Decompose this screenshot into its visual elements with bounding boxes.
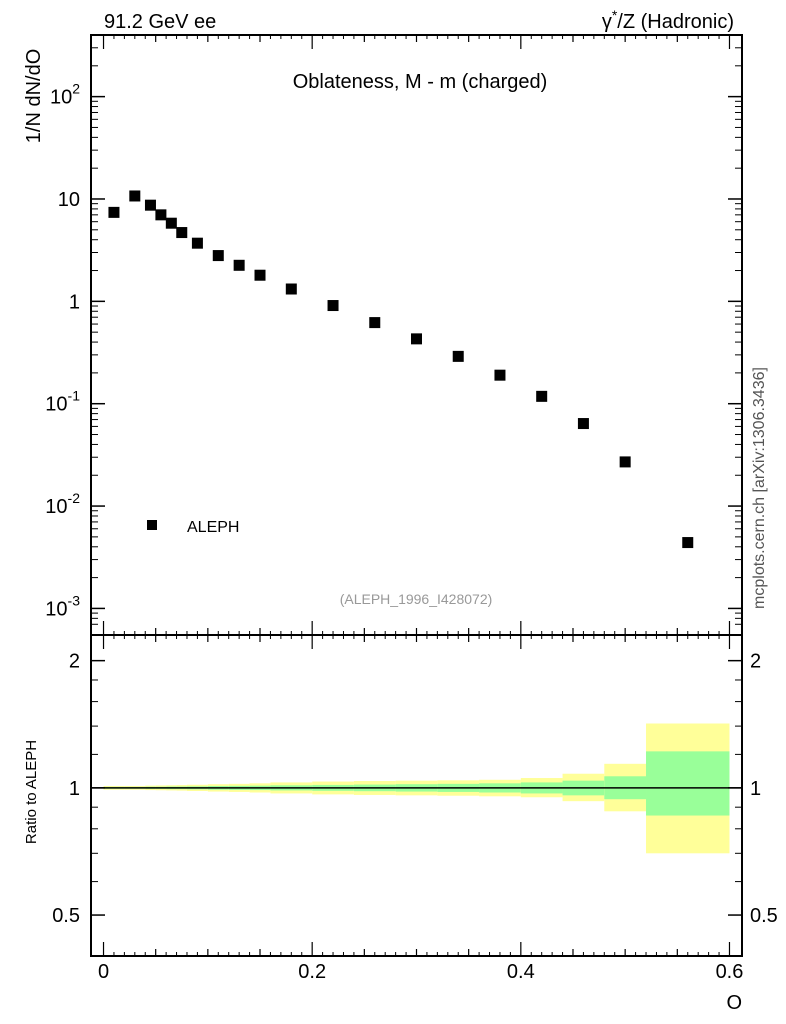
x-tick-label: 0.2 <box>298 961 326 983</box>
source-note: (ALEPH_1996_I428072) <box>340 591 493 607</box>
data-point <box>233 259 245 271</box>
data-point <box>682 537 694 549</box>
header-left: 91.2 GeV ee <box>104 11 216 33</box>
y-tick-label: 102 <box>50 81 80 109</box>
data-point <box>212 250 224 262</box>
x-tick-label: 0.6 <box>716 961 744 983</box>
y-tick-label: 10 <box>58 189 80 211</box>
main-panel: 10-3 10-2 10-1 1 10 102 Oblateness, M - m (ch… <box>23 34 743 636</box>
x-tick-label: 0.4 <box>507 961 535 983</box>
data-point <box>165 217 177 229</box>
ratio-y-tick-label: 2 <box>69 651 80 673</box>
ratio-y-tick-label: 0.5 <box>52 905 80 927</box>
data-point <box>285 283 297 295</box>
ratio-frame <box>90 634 743 957</box>
legend-marker <box>147 520 157 530</box>
ratio-ylabel: Ratio to ALEPH <box>23 740 40 844</box>
main-title: Oblateness, M - m (charged) <box>293 71 548 93</box>
y-tick-label: 10-1 <box>45 388 80 416</box>
header-right: γ*/Z (Hadronic) <box>602 7 734 33</box>
x-axis-label: O <box>726 992 742 1014</box>
y-tick-label: 10-3 <box>45 592 80 620</box>
ratio-y-tick-label-right: 1 <box>750 778 761 800</box>
ratio-y-tick-label-right: 0.5 <box>750 905 778 927</box>
x-tick-label: 0 <box>98 961 109 983</box>
ratio-y-tick-label-right: 2 <box>750 651 761 673</box>
data-point <box>191 237 203 249</box>
legend-label: ALEPH <box>187 519 239 536</box>
data-point <box>494 369 506 381</box>
data-point <box>369 317 381 329</box>
data-point <box>452 350 464 362</box>
ratio-inner-band <box>646 751 730 816</box>
main-points <box>108 190 694 549</box>
data-point <box>536 390 548 402</box>
data-point <box>129 190 141 202</box>
main-ylabel: 1/N dN/dO <box>23 49 45 143</box>
y-tick-label: 10-2 <box>45 490 80 518</box>
y-tick-label: 1 <box>69 291 80 313</box>
main-ticks: 10-3 10-2 10-1 1 10 102 <box>45 34 742 635</box>
data-point <box>619 456 631 468</box>
data-point <box>155 209 167 221</box>
data-point <box>176 227 188 239</box>
data-point <box>108 206 120 218</box>
ratio-ticks: 0.5 0.5 1 1 2 2 0 0.2 0.4 0.6 <box>52 635 778 983</box>
data-point <box>411 333 422 345</box>
ratio-panel: 0.5 0.5 1 1 2 2 0 0.2 0.4 0.6 Ratio to ALEPH O <box>23 634 778 1014</box>
data-point <box>577 418 589 430</box>
side-label: mcplots.cern.ch [arXiv:1306.3436] <box>751 367 768 609</box>
legend: ALEPH <box>147 519 239 536</box>
data-point <box>254 269 266 281</box>
ratio-y-tick-label: 1 <box>69 778 80 800</box>
data-point <box>144 199 156 211</box>
data-point <box>327 300 339 312</box>
